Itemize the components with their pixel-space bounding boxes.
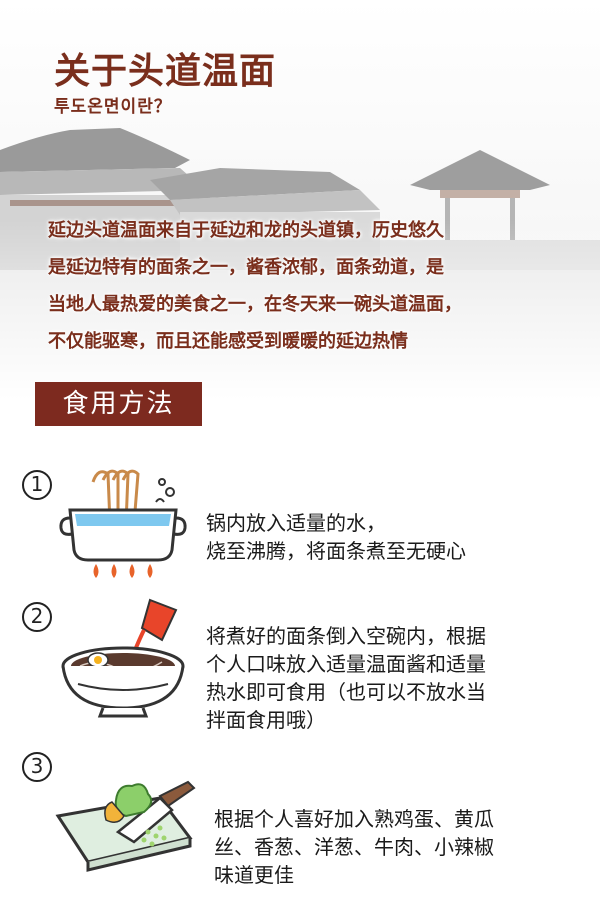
noodle-bowl-icon [61, 598, 185, 718]
step-text-line: 热水即可食用（也可以不放水当 [206, 680, 486, 704]
step-text-line: 个人口味放入适量温面酱和适量 [206, 652, 486, 676]
step-text-line: 拌面食用哦） [206, 708, 326, 732]
step-number-3: 3 [22, 752, 52, 782]
step-1-description: 锅内放入适量的水， 烧至沸腾，将面条煮至无硬心 [206, 509, 466, 565]
hero-banner: 关于头道温面 투도온면이란？ 延边头道温面来自于延边和龙的头道镇，历史悠久 是延… [0, 0, 600, 400]
step-text-line: 将煮好的面条倒入空碗内，根据 [206, 624, 486, 648]
intro-line: 不仅能驱寒，而且还能感受到暖暖的延边热情 [48, 331, 408, 352]
page-title: 关于头道温面 [54, 51, 277, 92]
step-text-line: 味道更佳 [214, 863, 294, 887]
step-text-line: 锅内放入适量的水， [206, 511, 386, 535]
step-text-line: 丝、香葱、洋葱、牛肉、小辣椒 [214, 835, 494, 859]
step-number-2: 2 [22, 602, 52, 632]
step-2-description: 将煮好的面条倒入空碗内，根据 个人口味放入适量温面酱和适量 热水即可食用（也可以… [206, 622, 486, 734]
step-number-1: 1 [22, 470, 52, 500]
intro-line: 是延边特有的面条之一，酱香浓郁，面条劲道，是 [48, 257, 444, 278]
intro-line: 延边头道温面来自于延边和龙的头道镇，历史悠久 [48, 220, 444, 241]
intro-line: 当地人最热爱的美食之一，在冬天来一碗头道温面， [48, 294, 462, 315]
cutting-board-icon [55, 780, 196, 872]
traditional-architecture-background [0, 0, 600, 400]
page-subtitle-korean: 투도온면이란？ [54, 97, 172, 117]
boiling-pot-icon [59, 469, 187, 578]
step-text-line: 烧至沸腾，将面条煮至无硬心 [206, 539, 466, 563]
step-3-description: 根据个人喜好加入熟鸡蛋、黄瓜 丝、香葱、洋葱、牛肉、小辣椒 味道更佳 [214, 805, 494, 889]
step-text-line: 根据个人喜好加入熟鸡蛋、黄瓜 [214, 807, 494, 831]
intro-paragraph: 延边头道温面来自于延边和龙的头道镇，历史悠久 是延边特有的面条之一，酱香浓郁，面… [48, 212, 568, 360]
section-badge-usage: 食用方法 [35, 382, 202, 426]
